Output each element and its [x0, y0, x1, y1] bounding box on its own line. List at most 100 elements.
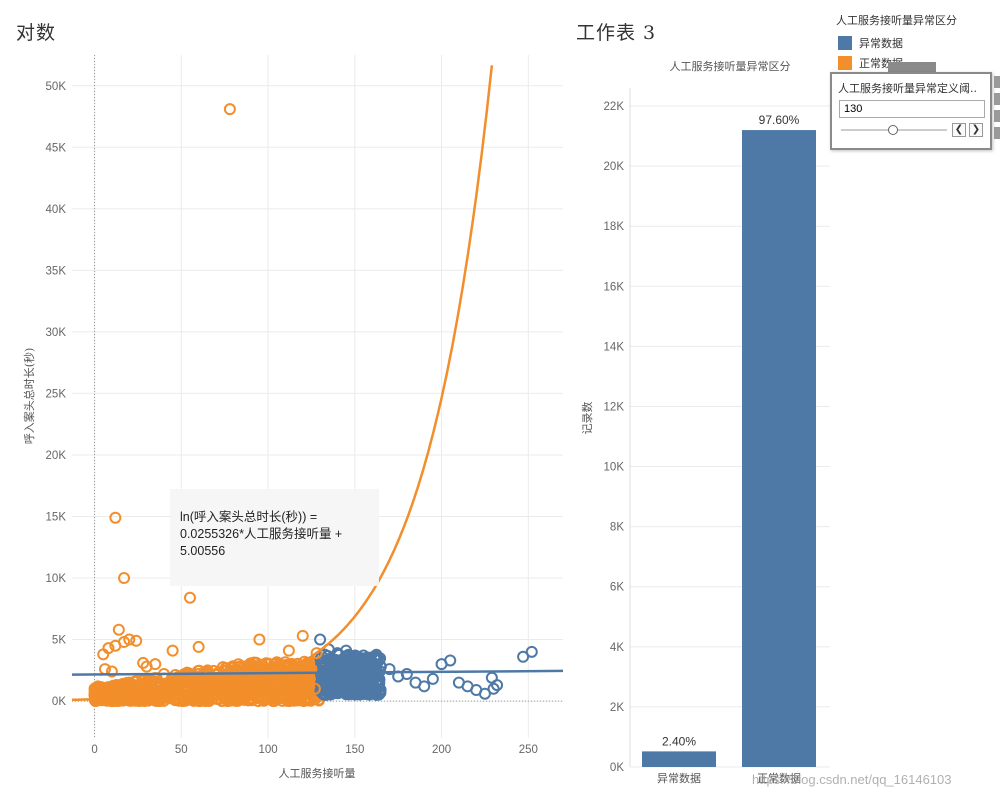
slider-thumb[interactable]: [888, 125, 898, 135]
scatter-y-tick-label: 30K: [46, 327, 67, 339]
scatter-y-axis-title: 呼入案头总时长(秒): [22, 348, 36, 445]
scatter-point: [357, 649, 370, 662]
bar-y-tick-label: 20K: [604, 161, 625, 173]
scatter-point: [310, 647, 323, 660]
scatter-x-tick-label: 100: [258, 744, 277, 756]
scatter-point: [131, 688, 144, 701]
tooltip-line-3: 5.00556: [180, 544, 226, 558]
scatter-point: [140, 660, 153, 673]
legend-item-anomaly[interactable]: 异常数据: [836, 33, 996, 53]
scatter-x-tick-label: 250: [519, 744, 538, 756]
scatter-point: [92, 680, 105, 693]
bar-y-ticks: 0K 2K 4K 6K 8K 10K 12K 14K 16K 18K 20K 22K: [604, 101, 625, 774]
parameter-title: 人工服务接听量异常定义阈..: [838, 82, 977, 95]
bar-category-label: 异常数据: [657, 771, 701, 785]
legend-title: 人工服务接听量异常区分: [836, 14, 957, 27]
scatter-point: [288, 674, 301, 687]
scatter-y-tick-label: 40K: [46, 204, 67, 216]
bar-y-tick-label: 4K: [610, 642, 624, 654]
scatter-point: [223, 103, 236, 116]
threshold-slider[interactable]: [841, 125, 947, 135]
bar-category-label: 正常数据: [757, 771, 801, 785]
scatter-point: [102, 642, 115, 655]
scatter-point: [112, 623, 125, 636]
scatter-point-cluster: [331, 678, 344, 691]
scatter-x-tick-label: 150: [345, 744, 364, 756]
tooltip-line-2: 0.0255326*人工服务接听量 +: [180, 527, 343, 541]
scatter-point: [383, 663, 396, 676]
watermark-text: https://blog.csdn.net/qq_16146103: [752, 772, 952, 787]
scatter-trend-lines: [71, 65, 564, 702]
scatter-point: [201, 675, 214, 688]
scatter-grid: [72, 55, 563, 738]
scatter-point-cluster: [235, 676, 248, 689]
scatter-y-tick-label: 0K: [52, 696, 66, 708]
scatter-point: [340, 644, 353, 657]
scatter-point: [305, 663, 318, 676]
scatter-point: [418, 680, 431, 693]
bar-y-tick-label: 8K: [610, 522, 624, 534]
scatter-point-cluster: [179, 684, 192, 697]
scatter-point-cluster: [318, 688, 331, 701]
scatter-point: [93, 691, 106, 704]
scatter-y-tick-label: 50K: [46, 81, 67, 93]
color-legend: 人工服务接听量异常区分 异常数据 正常数据: [836, 12, 996, 73]
bar-y-tick-label: 6K: [610, 582, 624, 594]
panel-edge-handle: [994, 110, 1000, 122]
scatter-point: [183, 591, 196, 604]
scatter-trend-line-normal: [71, 65, 494, 702]
scatter-point: [426, 672, 439, 685]
scatter-point-cluster: [353, 685, 366, 698]
scatter-point: [517, 650, 530, 663]
step-prev-button[interactable]: ❮: [952, 123, 966, 137]
scatter-point: [137, 656, 150, 669]
scatter-point-cluster: [364, 687, 377, 700]
scatter-y-tick-label: 10K: [46, 573, 67, 585]
scatter-point: [253, 633, 266, 646]
scatter-x-ticks: 0 50 100 150 200 250: [91, 744, 538, 756]
trend-line-tooltip: ln(呼入案头总时长(秒)) = 0.0255326*人工服务接听量 + 5.0…: [170, 489, 379, 586]
bar-chart-title: 人工服务接听量异常区分: [670, 60, 791, 73]
threshold-input[interactable]: [839, 100, 985, 118]
scatter-y-tick-label: 25K: [46, 388, 67, 400]
chevron-right-icon: ❯: [971, 124, 981, 135]
scatter-y-tick-label: 35K: [46, 265, 67, 277]
bar-chart: 人工服务接听量异常区分 0K 2K 4K 6K 8K 10K 12K 14K 16K 18K 20K…: [581, 60, 830, 785]
scatter-y-tick-label: 45K: [46, 142, 67, 154]
step-next-button[interactable]: ❯: [969, 123, 983, 137]
scatter-point-cluster: [287, 694, 300, 707]
sheet-title-worksheet3: 工作表 3: [576, 22, 657, 44]
scatter-point: [192, 640, 205, 653]
scatter-y-tick-label: 5K: [52, 635, 66, 647]
legend-swatch-anomaly: [838, 36, 852, 50]
bar-y-axis-title: 记录数: [581, 402, 594, 435]
bar-y-tick-label: 18K: [604, 221, 625, 233]
bar-y-tick-label: 16K: [604, 281, 625, 293]
scatter-point-cluster: [368, 652, 381, 665]
scatter-point: [487, 682, 500, 695]
scatter-point: [262, 680, 275, 693]
scatter-point: [123, 633, 136, 646]
parameter-card-drag-handle[interactable]: [888, 62, 936, 72]
legend-swatch-normal: [838, 56, 852, 70]
scatter-point: [166, 644, 179, 657]
scatter-point-cluster: [206, 676, 219, 689]
scatter-x-tick-label: 50: [175, 744, 188, 756]
scatter-point: [491, 679, 504, 692]
bar-y-tick-label: 0K: [610, 762, 624, 774]
panel-edge-handles[interactable]: [994, 76, 1000, 146]
scatter-point: [525, 645, 538, 658]
scatter-point-cluster: [330, 654, 343, 667]
scatter-trend-line-anomaly: [71, 669, 564, 676]
bar-bars: 2.40% 97.60%: [642, 113, 816, 767]
bar-x-ticks: 异常数据 正常数据: [657, 771, 801, 785]
bar-y-tick-label: 12K: [604, 401, 625, 413]
scatter-point: [123, 676, 136, 689]
chevron-left-icon: ❮: [954, 124, 964, 135]
scatter-point-cluster: [361, 669, 374, 682]
scatter-point: [105, 665, 118, 678]
scatter-point-cluster: [256, 693, 269, 706]
scatter-point: [218, 664, 231, 677]
sheet-title-log: 对数: [16, 22, 57, 44]
